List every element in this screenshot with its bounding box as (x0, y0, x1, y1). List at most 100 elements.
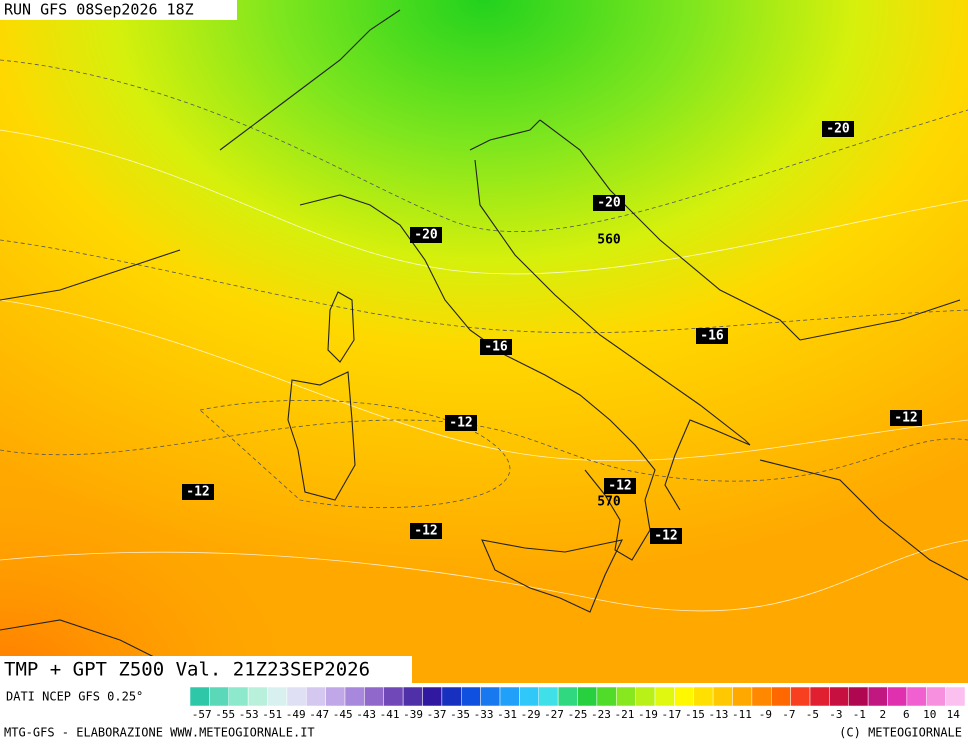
colorbar-swatch (247, 686, 268, 707)
isotherm (0, 59, 968, 232)
colorbar-label: -35 (450, 708, 470, 721)
colorbar-label: -7 (782, 708, 795, 721)
colorbar-swatch (926, 686, 946, 707)
colorbar-label: -57 (192, 708, 212, 721)
contour-label: -12 (608, 479, 631, 494)
geopotential-line (0, 129, 968, 275)
colorbar-swatch (751, 686, 772, 707)
colorbar-swatch (674, 686, 694, 707)
colorbar-label: -43 (356, 708, 376, 721)
contour-label: 570 (597, 495, 621, 510)
colorbar-label: -53 (239, 708, 259, 721)
colorbar-label: 6 (903, 708, 910, 721)
colorbar-label: -25 (568, 708, 588, 721)
colorbar-swatch (325, 686, 346, 707)
colorbar-swatch (771, 686, 791, 707)
contour-label: -12 (414, 524, 437, 539)
coastline-corsica (327, 291, 355, 363)
colorbar-swatch (383, 686, 404, 707)
contour-label: -12 (654, 529, 677, 544)
colorbar-label: -39 (403, 708, 423, 721)
label-box (890, 410, 922, 426)
contour-label: -16 (700, 329, 724, 344)
contour-label: 560 (597, 233, 621, 248)
colorbar-label: -47 (309, 708, 329, 721)
colorbar-swatch (693, 686, 714, 707)
label-box (822, 121, 854, 137)
colorbar-swatch (519, 686, 539, 707)
colorbar-swatch (286, 686, 307, 707)
label-box (410, 523, 442, 539)
coastline-italy (219, 9, 801, 561)
colorbar-swatch (732, 686, 753, 707)
colorbar-swatch (364, 686, 384, 707)
colorbar-swatch (635, 686, 656, 707)
colorbar-label: -37 (427, 708, 447, 721)
colorbar-swatch (306, 686, 326, 707)
colorbar-swatch (344, 686, 365, 707)
colorbar-label: -23 (591, 708, 611, 721)
colorbar-swatch (712, 686, 733, 707)
label-box (604, 478, 636, 494)
colorbar-swatch (577, 686, 598, 707)
colorbar-label: -21 (615, 708, 635, 721)
credit-label: MTG-GFS - ELABORAZIONE WWW.METEOGIORNALE… (4, 726, 315, 740)
colorbar-swatch (209, 686, 229, 707)
colorbar-label: -45 (333, 708, 353, 721)
colorbar-label: 2 (879, 708, 886, 721)
label-box (410, 227, 442, 243)
title-box (0, 656, 412, 683)
colorbar-swatch (829, 686, 849, 707)
colorbar-label: -13 (708, 708, 728, 721)
colorbar-swatch (422, 686, 443, 707)
colorbar-label: -49 (286, 708, 306, 721)
contour-label: -20 (826, 122, 850, 137)
colorbar-swatch (848, 686, 869, 707)
colorbar-label: 10 (923, 708, 936, 721)
colorbar-label: -31 (497, 708, 517, 721)
colorbar-label: -15 (685, 708, 705, 721)
colorbar-swatch (267, 686, 288, 707)
label-box (696, 328, 728, 344)
label-box (182, 484, 214, 500)
colorbar-swatch (809, 686, 830, 707)
contour-label: -12 (449, 416, 472, 431)
coastline-sicily (481, 539, 623, 613)
colorbar-label: -5 (806, 708, 819, 721)
contour-label: -12 (894, 411, 917, 426)
run-box (0, 0, 237, 20)
colorbar-label: -9 (759, 708, 772, 721)
label-box (480, 339, 512, 355)
colorbar-swatch (228, 686, 249, 707)
colorbar-swatch (596, 686, 617, 707)
colorbar-swatch (790, 686, 811, 707)
colorbar-label: -27 (544, 708, 564, 721)
colorbar-swatch (461, 686, 481, 707)
colorbar-label: -11 (732, 708, 752, 721)
source-label: DATI NCEP GFS 0.25° (6, 690, 143, 704)
colorbar-swatch (189, 686, 210, 707)
coastline-sardinia (287, 371, 356, 501)
colorbar: -57 -55 -53 -51 -49 -47 -45 -43 -41 -39 -37 -35 -33-… (189, 686, 966, 721)
geopotential-line (0, 539, 968, 612)
contour-label: -20 (414, 228, 438, 243)
colorbar-swatch (441, 686, 462, 707)
colorbar-swatch (616, 686, 636, 707)
contour-label: -20 (597, 196, 621, 211)
colorbar-label: -29 (521, 708, 541, 721)
colorbar-swatch (538, 686, 559, 707)
colorbar-label: -3 (829, 708, 842, 721)
colorbar-label: -1 (853, 708, 866, 721)
colorbar-label: -55 (215, 708, 235, 721)
colorbar-label: -51 (262, 708, 282, 721)
run-label: RUN GFS 08Sep2026 18Z (4, 1, 194, 19)
label-box (445, 415, 477, 431)
contour-label: -16 (484, 340, 508, 355)
colorbar-swatch (480, 686, 501, 707)
colorbar-label: -41 (380, 708, 400, 721)
colorbar-swatch (654, 686, 675, 707)
copyright-label: (C) METEOGIORNALE (839, 726, 962, 740)
